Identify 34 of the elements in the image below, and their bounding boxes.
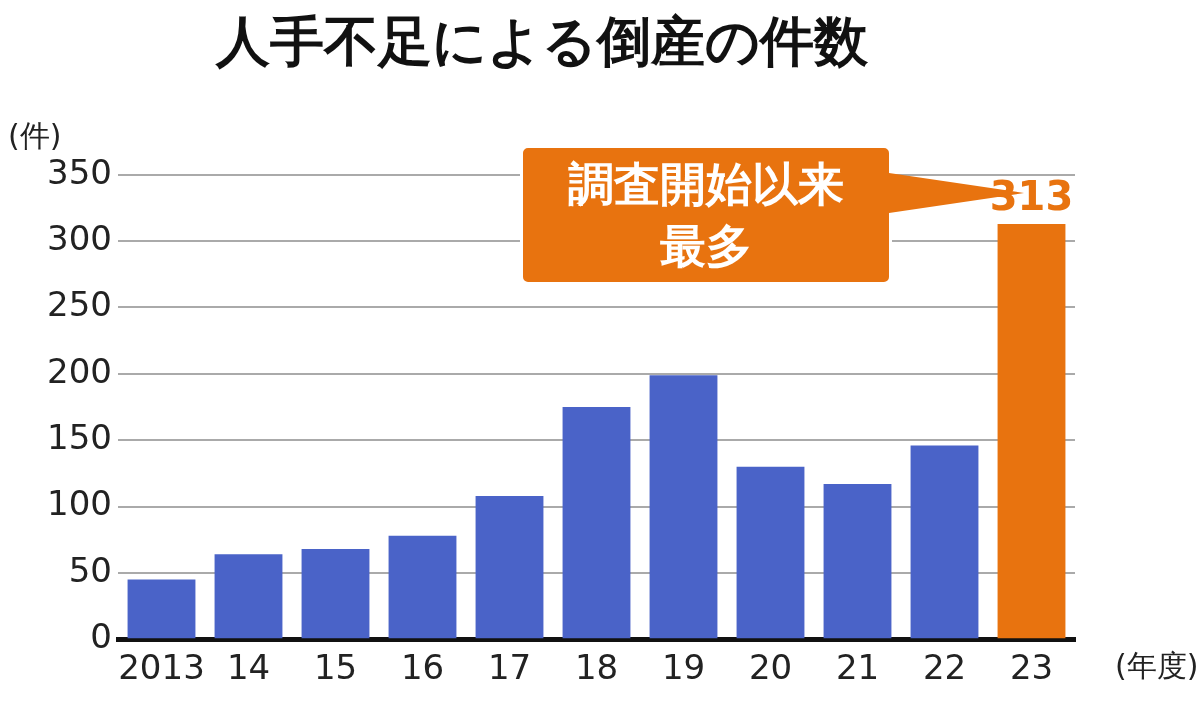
y-tick-label: 350 — [47, 151, 112, 192]
x-tick-label: 20 — [748, 647, 793, 688]
x-tick-label: 16 — [400, 647, 445, 688]
x-tick-label: 15 — [313, 647, 358, 688]
bar — [997, 223, 1066, 639]
x-tick-label: 2013 — [118, 647, 205, 688]
y-axis-title: (件) — [8, 117, 62, 153]
x-tick-label: 19 — [661, 647, 706, 688]
x-tick-label: 17 — [487, 647, 532, 688]
x-tick-label: 23 — [1009, 647, 1054, 688]
bar — [127, 579, 196, 639]
y-tick-label: 50 — [68, 549, 112, 590]
bar — [214, 554, 283, 639]
annotation: 調査開始以来最多 — [566, 155, 845, 275]
x-tick-label: 18 — [574, 647, 619, 688]
y-tick-label: 100 — [47, 483, 112, 524]
y-tick-label: 300 — [47, 217, 112, 258]
y-tick-label: 0 — [90, 616, 112, 657]
bar — [301, 548, 370, 639]
chart-title: 人手不足による倒産の件数 — [214, 10, 869, 74]
bar — [736, 466, 805, 639]
bar — [475, 495, 544, 639]
y-tick-label: 150 — [47, 417, 112, 457]
x-axis-title: (年度) — [1115, 648, 1199, 683]
bar — [562, 407, 631, 639]
bar — [910, 445, 979, 639]
x-tick-label: 22 — [922, 647, 967, 688]
x-tick-label: 21 — [835, 647, 880, 688]
bar — [823, 483, 892, 639]
bar — [649, 375, 718, 639]
y-tick-label: 200 — [47, 350, 112, 391]
bar — [388, 535, 457, 639]
x-tick-label: 14 — [226, 647, 271, 688]
y-tick-label: 250 — [47, 284, 112, 325]
